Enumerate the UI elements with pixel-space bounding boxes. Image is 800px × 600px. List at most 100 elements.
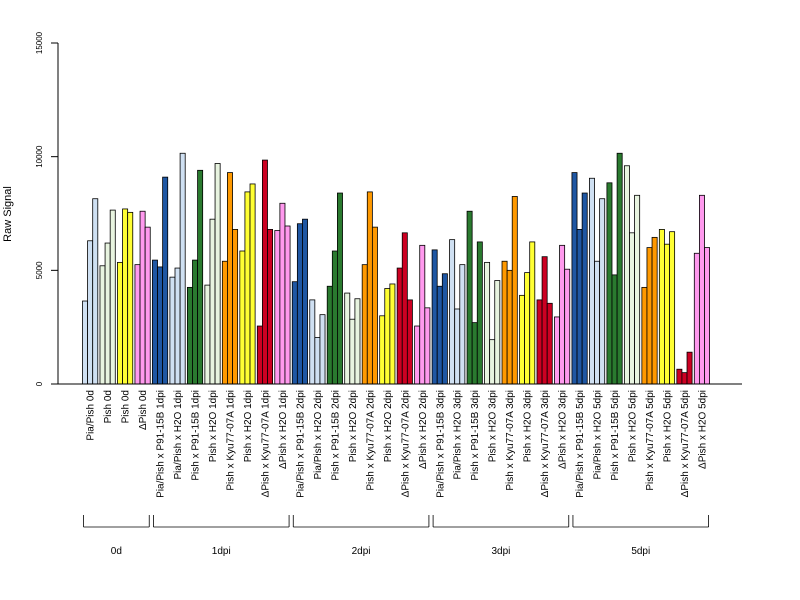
- bar: [401, 232, 408, 385]
- bar: [471, 322, 478, 385]
- x-tick-labels: Pia/Pish 0d Pish 0d Pish 0d ΔPish 0d Pia/Pis…: [86, 390, 709, 498]
- x-tick-label: Pish x P91-15B 3dpi: [470, 390, 481, 481]
- x-tick-label: ΔPish x Kyu77-07A 1dpi: [260, 390, 271, 497]
- bar: [529, 241, 536, 385]
- x-tick-label: ΔPish x H2O 3dpi: [558, 390, 569, 469]
- x-tick-label: Pish x Kyu77-07A 3dpi: [505, 390, 516, 491]
- y-axis-title: Raw Signal: [2, 186, 14, 242]
- x-tick-label: Pish x H2O 3dpi: [488, 390, 499, 462]
- bar: [291, 281, 298, 385]
- bar: [204, 284, 211, 385]
- x-tick-label: Pish x H2O 3dpi: [523, 390, 534, 462]
- bar: [371, 226, 378, 385]
- bar: [239, 250, 246, 385]
- bar: [511, 196, 518, 385]
- bar: [658, 229, 665, 385]
- bar: [489, 339, 496, 385]
- bar: [379, 315, 386, 385]
- bar: [581, 192, 588, 385]
- bar: [606, 182, 613, 385]
- group-brackets: 0d 1dpi 2dpi 3dpi 5dpi: [83, 515, 709, 557]
- bar: [162, 176, 169, 385]
- bar: [669, 231, 676, 385]
- bar: [344, 292, 351, 385]
- bar: [319, 314, 326, 385]
- y-tick-label: 10000: [35, 145, 44, 168]
- bar: [676, 368, 683, 385]
- x-tick-label: Pia/Pish x H2O 1dpi: [173, 390, 184, 480]
- bar: [104, 242, 111, 385]
- bar: [441, 273, 448, 385]
- bar: [331, 250, 338, 385]
- x-tick-label: Pia/Pish x P91-15B 5dpi: [575, 390, 586, 498]
- bar: [536, 299, 543, 385]
- x-tick-label: ΔPish x Kyu77-07A 2dpi: [400, 390, 411, 497]
- x-tick-label: Pia/Pish x H2O 2dpi: [313, 390, 324, 480]
- bar: [337, 192, 343, 385]
- bar: [197, 169, 204, 385]
- bar: [274, 230, 281, 385]
- x-tick-label: Pish x P91-15B 1dpi: [191, 390, 202, 481]
- bar: [152, 259, 158, 385]
- bar: [699, 194, 705, 385]
- x-tick-label: Pia/Pish 0d: [86, 390, 97, 441]
- x-tick-label: Pia/Pish x P91-15B 2dpi: [295, 390, 306, 498]
- bar: [227, 172, 233, 385]
- bar: [82, 300, 88, 385]
- bar: [186, 286, 193, 385]
- bar: [686, 351, 693, 385]
- x-tick-label: Pia/Pish x P91-15B 1dpi: [156, 390, 167, 498]
- bar: [424, 307, 431, 385]
- bar: [314, 336, 321, 385]
- x-tick-label: Pish x H2O 1dpi: [243, 390, 254, 462]
- bar: [623, 165, 630, 385]
- x-tick-label: ΔPish x Kyu77-07A 3dpi: [540, 390, 551, 497]
- bar: [449, 239, 456, 385]
- x-tick-label: Pish x P91-15B 2dpi: [330, 390, 341, 481]
- x-tick-label: Pish x P91-15B 5dpi: [610, 390, 621, 481]
- bar: [546, 302, 553, 385]
- bar: [326, 285, 333, 385]
- bar: [524, 272, 531, 385]
- bar: [99, 265, 106, 385]
- group-label: 0d: [111, 546, 122, 557]
- group-label: 3dpi: [491, 546, 510, 557]
- bar: [279, 202, 286, 385]
- bar: [436, 285, 443, 385]
- bar: [541, 256, 548, 385]
- bar: [134, 264, 141, 385]
- bar: [244, 191, 251, 385]
- bar: [419, 244, 426, 385]
- x-tick-label: ΔPish x H2O 1dpi: [278, 390, 289, 469]
- bar: [599, 198, 606, 385]
- bar: [454, 308, 461, 385]
- bar: [466, 210, 473, 385]
- bar: [634, 194, 641, 385]
- x-tick-label: Pish 0d: [121, 390, 132, 423]
- y-tick-label: 15000: [35, 31, 44, 54]
- bar: [284, 225, 291, 385]
- bar: [267, 229, 273, 385]
- bar: [232, 229, 239, 385]
- x-tick-label: ΔPish x H2O 5dpi: [697, 390, 708, 469]
- bar: [179, 152, 186, 385]
- bar: [693, 252, 700, 385]
- bar: [261, 159, 268, 385]
- bar: [611, 274, 618, 385]
- bar: [484, 261, 491, 385]
- bar: [361, 264, 368, 385]
- x-tick-label: Pish 0d: [103, 390, 114, 423]
- bar: [87, 240, 94, 385]
- bar: [296, 223, 303, 385]
- bars-layer: [82, 152, 710, 385]
- bar: [349, 318, 356, 385]
- bar: [414, 325, 421, 385]
- bar: [641, 286, 648, 385]
- x-tick-label: Pia/Pish x P91-15B 3dpi: [435, 390, 446, 498]
- bar: [139, 210, 146, 385]
- bar: [221, 260, 228, 385]
- bar: [144, 226, 151, 385]
- x-tick-label: Pish x H2O 5dpi: [628, 390, 639, 462]
- bar: [459, 264, 466, 385]
